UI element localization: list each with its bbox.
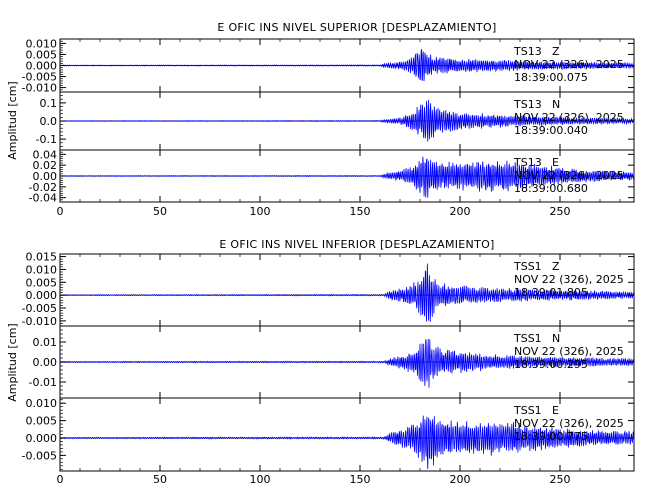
chart-group-inferior: E OFIC INS NIVEL INFERIOR [DESPLAZAMIENT…: [6, 238, 635, 486]
date-label: NOV 22 (326), 2025: [514, 273, 624, 286]
x-tick-label: 100: [250, 473, 271, 486]
y-tick-label: -0.1: [36, 133, 57, 146]
date-label: NOV 22 (326), 2025: [514, 169, 624, 182]
component-label: N: [552, 332, 560, 345]
time-label: 18:39:00.295: [514, 358, 588, 371]
waveform-line: [59, 49, 635, 82]
y-tick-label: 0.04: [33, 148, 58, 161]
chart-title: E OFIC INS NIVEL SUPERIOR [DESPLAZAMIENT…: [217, 21, 496, 34]
component-label: N: [552, 98, 560, 111]
component-label: E: [552, 156, 559, 169]
y-tick-label: 0.00: [33, 356, 58, 369]
time-label: 18:39:01.805: [514, 286, 588, 299]
date-label: NOV 22 (326), 2025: [514, 417, 624, 430]
y-tick-label: 0.000: [26, 289, 58, 302]
date-label: NOV 22 (326), 2025: [514, 111, 624, 124]
y-tick-label: 0.005: [26, 415, 58, 428]
station-label: TSS1: [513, 404, 542, 417]
y-tick-label: 0.010: [26, 37, 58, 50]
x-tick-label: 200: [450, 473, 471, 486]
station-label: TS13: [513, 156, 542, 169]
x-tick-label: 250: [550, 473, 571, 486]
waveform-line: [59, 156, 635, 198]
y-tick-label: 0.00: [33, 170, 58, 183]
component-label: Z: [552, 45, 560, 58]
y-tick-label: -0.010: [22, 82, 57, 95]
x-tick-label: 200: [450, 205, 471, 218]
chart-title: E OFIC INS NIVEL INFERIOR [DESPLAZAMIENT…: [219, 238, 494, 251]
station-label: TS13: [513, 45, 542, 58]
y-tick-label: 0.0: [40, 115, 58, 128]
time-label: 18:39:00.075: [514, 71, 588, 84]
time-label: 18:39:00.680: [514, 182, 588, 195]
y-tick-label: 0.000: [26, 432, 58, 445]
y-tick-label: -0.005: [22, 302, 57, 315]
x-tick-label: 0: [57, 473, 64, 486]
x-tick-label: 150: [350, 205, 371, 218]
x-tick-label: 50: [153, 205, 167, 218]
waveform-line: [59, 415, 635, 469]
component-label: E: [552, 404, 559, 417]
time-label: 18:39:00.775: [514, 430, 588, 443]
waveform-line: [59, 263, 635, 322]
y-tick-label: -0.02: [29, 181, 57, 194]
y-tick-label: -0.04: [29, 192, 57, 205]
x-tick-label: 100: [250, 205, 271, 218]
y-axis-label: Amplitud [cm]: [6, 81, 19, 159]
y-tick-label: 0.01: [33, 336, 58, 349]
y-tick-label: 0.02: [33, 159, 58, 172]
y-tick-label: 0.000: [26, 60, 58, 73]
y-tick-label: -0.005: [22, 71, 57, 84]
chart-group-superior: E OFIC INS NIVEL SUPERIOR [DESPLAZAMIENT…: [6, 21, 635, 218]
y-tick-label: 0.005: [26, 48, 58, 61]
time-label: 18:39:00.040: [514, 124, 588, 137]
y-tick-label: -0.005: [22, 449, 57, 462]
y-tick-label: -0.01: [29, 376, 57, 389]
y-tick-label: 0.1: [40, 97, 58, 110]
date-label: NOV 22 (326), 2025: [514, 58, 624, 71]
y-tick-label: -0.010: [22, 315, 57, 328]
x-tick-label: 250: [550, 205, 571, 218]
station-label: TS13: [513, 98, 542, 111]
x-tick-label: 150: [350, 473, 371, 486]
waveform-line: [59, 100, 635, 142]
component-label: Z: [552, 260, 560, 273]
y-tick-label: 0.010: [26, 397, 58, 410]
y-tick-label: 0.015: [26, 251, 58, 264]
y-tick-label: 0.005: [26, 276, 58, 289]
station-label: TSS1: [513, 260, 542, 273]
y-tick-label: 0.010: [26, 263, 58, 276]
y-axis-label: Amplitud [cm]: [6, 323, 19, 401]
station-label: TSS1: [513, 332, 542, 345]
date-label: NOV 22 (326), 2025: [514, 345, 624, 358]
waveform-line: [59, 338, 635, 388]
x-tick-label: 0: [57, 205, 64, 218]
x-tick-label: 50: [153, 473, 167, 486]
